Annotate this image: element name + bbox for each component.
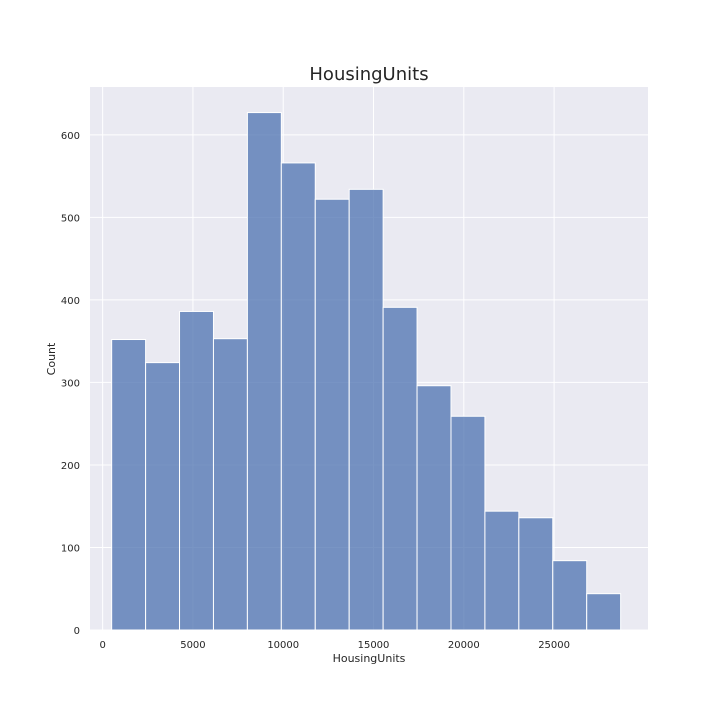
histogram-bars bbox=[111, 112, 622, 631]
histogram-bar bbox=[179, 310, 214, 631]
y-tick-label: 500 bbox=[61, 213, 80, 224]
y-tick-label: 0 bbox=[74, 626, 80, 637]
histogram-bar bbox=[145, 362, 181, 631]
chart-title: HousingUnits bbox=[309, 64, 428, 85]
x-axis-ticks: 0 5000 10000 15000 20000 25000 bbox=[99, 640, 570, 651]
y-tick-label: 300 bbox=[61, 378, 80, 389]
x-tick-label: 25000 bbox=[538, 640, 570, 651]
histogram-bar bbox=[212, 338, 248, 631]
histogram-bar bbox=[111, 339, 147, 631]
histogram-bar bbox=[484, 510, 520, 631]
y-axis-ticks: 0 100 200 300 400 500 600 bbox=[61, 131, 80, 637]
histogram-bar bbox=[518, 517, 554, 631]
x-axis-label: HousingUnits bbox=[333, 652, 406, 665]
x-tick-label: 5000 bbox=[180, 640, 205, 651]
histogram-bar bbox=[348, 188, 384, 631]
histogram-bar bbox=[246, 112, 282, 631]
histogram-bar bbox=[552, 560, 588, 631]
histogram-bar bbox=[450, 415, 486, 631]
histogram-bar bbox=[280, 162, 316, 631]
y-tick-label: 200 bbox=[61, 461, 80, 472]
histogram-bar bbox=[382, 306, 418, 631]
y-tick-label: 100 bbox=[61, 543, 80, 554]
y-axis-label: Count bbox=[45, 342, 58, 375]
x-tick-label: 20000 bbox=[448, 640, 480, 651]
histogram-bar bbox=[314, 198, 350, 631]
y-tick-label: 400 bbox=[61, 296, 80, 307]
histogram-bar bbox=[586, 593, 622, 631]
x-tick-label: 10000 bbox=[267, 640, 299, 651]
histogram-bar bbox=[416, 385, 452, 631]
y-tick-label: 600 bbox=[61, 131, 80, 142]
x-tick-label: 0 bbox=[99, 640, 105, 651]
x-tick-label: 15000 bbox=[358, 640, 390, 651]
